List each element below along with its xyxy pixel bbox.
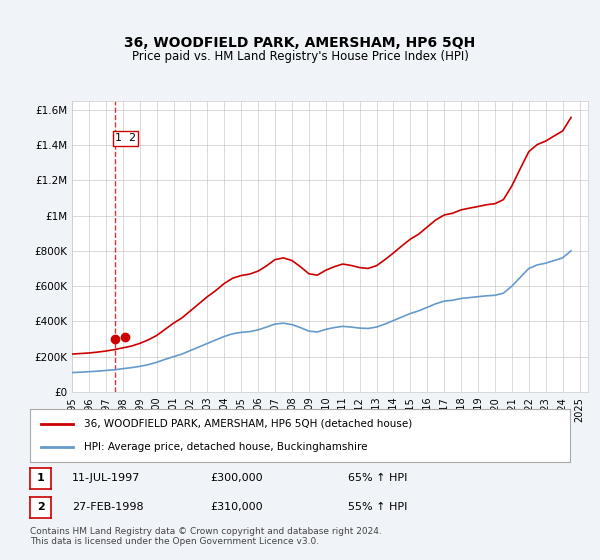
Text: 65% ↑ HPI: 65% ↑ HPI — [348, 473, 407, 483]
Text: £310,000: £310,000 — [210, 502, 263, 512]
Text: £300,000: £300,000 — [210, 473, 263, 483]
Text: 2: 2 — [37, 502, 44, 512]
Text: 36, WOODFIELD PARK, AMERSHAM, HP6 5QH: 36, WOODFIELD PARK, AMERSHAM, HP6 5QH — [124, 36, 476, 50]
Text: Contains HM Land Registry data © Crown copyright and database right 2024.
This d: Contains HM Land Registry data © Crown c… — [30, 526, 382, 546]
Text: 11-JUL-1997: 11-JUL-1997 — [72, 473, 140, 483]
Text: 1: 1 — [37, 473, 44, 483]
Text: 27-FEB-1998: 27-FEB-1998 — [72, 502, 143, 512]
Text: HPI: Average price, detached house, Buckinghamshire: HPI: Average price, detached house, Buck… — [84, 442, 367, 452]
Text: 1  2: 1 2 — [115, 133, 136, 143]
Text: Price paid vs. HM Land Registry's House Price Index (HPI): Price paid vs. HM Land Registry's House … — [131, 50, 469, 63]
Text: 36, WOODFIELD PARK, AMERSHAM, HP6 5QH (detached house): 36, WOODFIELD PARK, AMERSHAM, HP6 5QH (d… — [84, 419, 412, 429]
Text: 55% ↑ HPI: 55% ↑ HPI — [348, 502, 407, 512]
